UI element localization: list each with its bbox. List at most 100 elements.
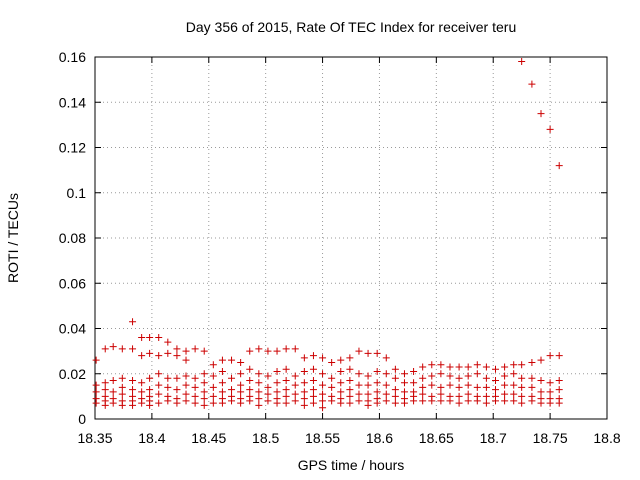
data-point — [155, 352, 163, 360]
tick-labels: 18.35 18.4 18.45 18.5 18.55 18.6 18.65 18.7 18.7… — [59, 49, 621, 446]
data-point — [319, 381, 327, 389]
data-point — [191, 392, 199, 400]
y-tick-label: 0.16 — [59, 49, 86, 65]
data-point — [400, 370, 408, 378]
data-point — [129, 401, 137, 409]
data-point — [101, 379, 109, 387]
data-point — [218, 356, 226, 364]
data-point — [501, 397, 509, 405]
data-point — [555, 386, 563, 394]
data-point — [473, 370, 481, 378]
data-point — [428, 397, 436, 405]
data-point — [129, 386, 137, 394]
data-point — [528, 358, 536, 366]
x-tick-label: 18.6 — [366, 430, 393, 446]
data-point — [138, 388, 146, 396]
data-point — [482, 363, 490, 371]
data-point — [118, 401, 126, 409]
data-point — [309, 377, 317, 385]
data-point — [510, 370, 518, 378]
data-point — [182, 390, 190, 398]
y-tick-label: 0.12 — [59, 140, 86, 156]
data-point — [446, 372, 454, 380]
data-point — [273, 399, 281, 407]
data-point — [455, 383, 463, 391]
data-point — [473, 397, 481, 405]
y-tick-label: 0.14 — [59, 94, 86, 110]
data-point — [510, 390, 518, 398]
data-point — [501, 390, 509, 398]
data-point — [264, 347, 272, 355]
x-tick-label: 18.8 — [593, 430, 620, 446]
data-point — [355, 397, 363, 405]
data-point — [428, 372, 436, 380]
data-point — [364, 349, 372, 357]
data-point — [501, 363, 509, 371]
data-point — [138, 334, 146, 342]
data-point — [419, 397, 427, 405]
data-point — [518, 361, 526, 369]
data-point — [400, 388, 408, 396]
x-tick-label: 18.65 — [419, 430, 454, 446]
data-point — [246, 347, 254, 355]
data-point — [518, 392, 526, 400]
data-point — [282, 392, 290, 400]
data-point — [464, 372, 472, 380]
data-point — [419, 363, 427, 371]
data-point — [464, 381, 472, 389]
data-point — [191, 374, 199, 382]
data-point — [291, 345, 299, 353]
data-point — [138, 399, 146, 407]
data-point — [319, 390, 327, 398]
data-point — [182, 381, 190, 389]
data-point — [518, 374, 526, 382]
data-point — [182, 397, 190, 405]
data-point — [555, 352, 563, 360]
x-tick-label: 18.45 — [191, 430, 226, 446]
data-point — [373, 367, 381, 375]
data-point — [510, 381, 518, 389]
data-point — [355, 390, 363, 398]
data-point — [528, 397, 536, 405]
data-point — [428, 381, 436, 389]
data-point — [155, 399, 163, 407]
data-point — [92, 381, 100, 389]
data-point — [319, 370, 327, 378]
data-point — [255, 388, 263, 396]
data-point — [346, 386, 354, 394]
data-point — [528, 374, 536, 382]
data-point — [273, 388, 281, 396]
data-point — [410, 367, 418, 375]
data-point — [346, 365, 354, 373]
data-point — [546, 379, 554, 387]
data-point — [237, 358, 245, 366]
data-point — [546, 125, 554, 133]
data-point — [309, 386, 317, 394]
data-point — [282, 377, 290, 385]
data-point — [264, 383, 272, 391]
data-point — [346, 354, 354, 362]
data-point — [373, 379, 381, 387]
data-point — [109, 343, 117, 351]
data-point — [528, 80, 536, 88]
data-point — [228, 356, 236, 364]
data-point — [501, 381, 509, 389]
data-point — [491, 377, 499, 385]
data-point — [419, 374, 427, 382]
data-point — [146, 374, 154, 382]
data-point — [364, 401, 372, 409]
data-point — [101, 401, 109, 409]
data-point — [319, 404, 327, 412]
data-point — [209, 392, 217, 400]
data-point — [173, 399, 181, 407]
data-point — [518, 383, 526, 391]
data-point — [346, 377, 354, 385]
data-point — [319, 397, 327, 405]
data-point — [182, 372, 190, 380]
data-point — [382, 397, 390, 405]
data-point — [164, 338, 172, 346]
x-axis-label: GPS time / hours — [298, 457, 405, 473]
data-point — [337, 367, 345, 375]
data-point — [455, 363, 463, 371]
x-tick-label: 18.55 — [305, 430, 340, 446]
